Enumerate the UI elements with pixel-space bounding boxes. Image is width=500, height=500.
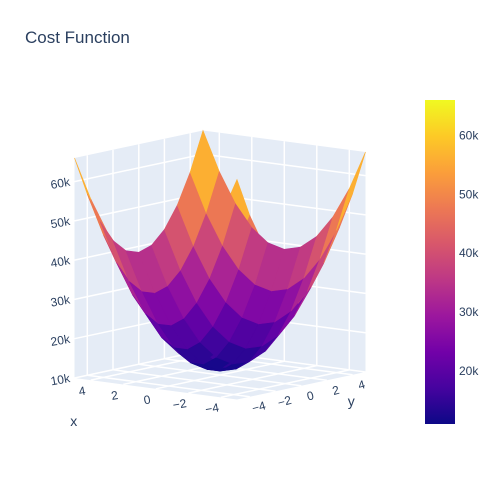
colorbar-tick-label: 30k — [459, 305, 479, 319]
colorbar: 20k 30k 40k 50k 60k — [425, 100, 479, 424]
colorbar-tick-label: 40k — [459, 246, 479, 260]
z-tick-label: 20k — [50, 332, 72, 349]
z-tick-label: 30k — [50, 292, 72, 309]
wall-gridline-z — [74, 153, 204, 183]
colorbar-tick-label: 50k — [459, 187, 479, 201]
x-tick-label: 2 — [110, 388, 119, 403]
x-tick-label: 4 — [78, 384, 87, 399]
x-tick-label: 0 — [143, 392, 152, 407]
x-axis-title: x — [70, 413, 77, 429]
z-tick-label: 40k — [50, 253, 72, 270]
y-axis-title: y — [348, 393, 355, 409]
y-tick-label: 2 — [331, 383, 341, 398]
chart-title: Cost Function — [25, 28, 130, 47]
colorbar-tick-label: 60k — [459, 128, 479, 142]
floor-gridline-y — [87, 374, 250, 398]
y-tick-label: −2 — [276, 393, 293, 410]
surface-patch[interactable] — [336, 151, 366, 231]
y-tick-label: −4 — [250, 398, 267, 415]
x-tick-label: −2 — [172, 396, 188, 412]
z-tick-label: 50k — [50, 214, 72, 231]
axis-ticks: 4 2 0 −2 −4 4 2 0 −2 −4 10k 20k 30k 40k 50k 60k x y — [50, 175, 367, 429]
floor-gridline-y — [112, 369, 276, 393]
z-tick-label: 10k — [50, 371, 72, 388]
colorbar-tick-label: 20k — [459, 364, 479, 378]
z-tick-label: 60k — [50, 175, 72, 192]
wall-gridline-z — [202, 153, 366, 177]
y-tick-label: 4 — [357, 377, 367, 392]
x-tick-label: −4 — [204, 400, 220, 416]
floor-gridline-y — [138, 363, 302, 387]
surface-mesh[interactable] — [74, 129, 366, 372]
colorbar-gradient — [425, 100, 455, 424]
y-tick-label: 0 — [305, 388, 315, 403]
